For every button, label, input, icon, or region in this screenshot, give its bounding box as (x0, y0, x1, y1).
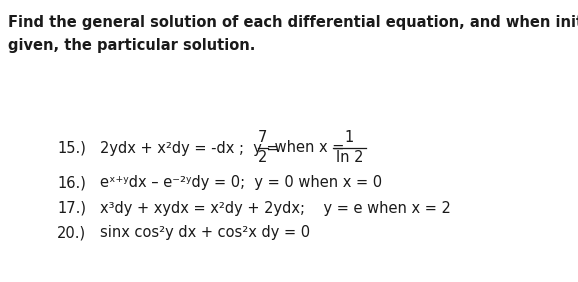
Text: Find the general solution of each differential equation, and when initial condit: Find the general solution of each differ… (8, 15, 578, 30)
Text: 1: 1 (344, 131, 354, 146)
Text: 7: 7 (258, 131, 268, 146)
Text: 15.): 15.) (57, 140, 86, 155)
Text: 2: 2 (258, 151, 268, 166)
Text: 2ydx + x²dy = -dx ;  y =: 2ydx + x²dy = -dx ; y = (100, 140, 283, 155)
Text: sinx cos²y dx + cos²x dy = 0: sinx cos²y dx + cos²x dy = 0 (100, 226, 310, 241)
Text: eˣ⁺ʸdx – e⁻²ʸdy = 0;  y = 0 when x = 0: eˣ⁺ʸdx – e⁻²ʸdy = 0; y = 0 when x = 0 (100, 175, 382, 191)
Text: x³dy + xydx = x²dy + 2ydx;    y = e when x = 2: x³dy + xydx = x²dy + 2ydx; y = e when x … (100, 201, 451, 215)
Text: 20.): 20.) (57, 226, 86, 241)
Text: 17.): 17.) (57, 201, 86, 215)
Text: ln 2: ln 2 (336, 151, 363, 166)
Text: 16.): 16.) (57, 175, 86, 191)
Text: given, the particular solution.: given, the particular solution. (8, 38, 255, 53)
Text: when x =: when x = (270, 140, 349, 155)
